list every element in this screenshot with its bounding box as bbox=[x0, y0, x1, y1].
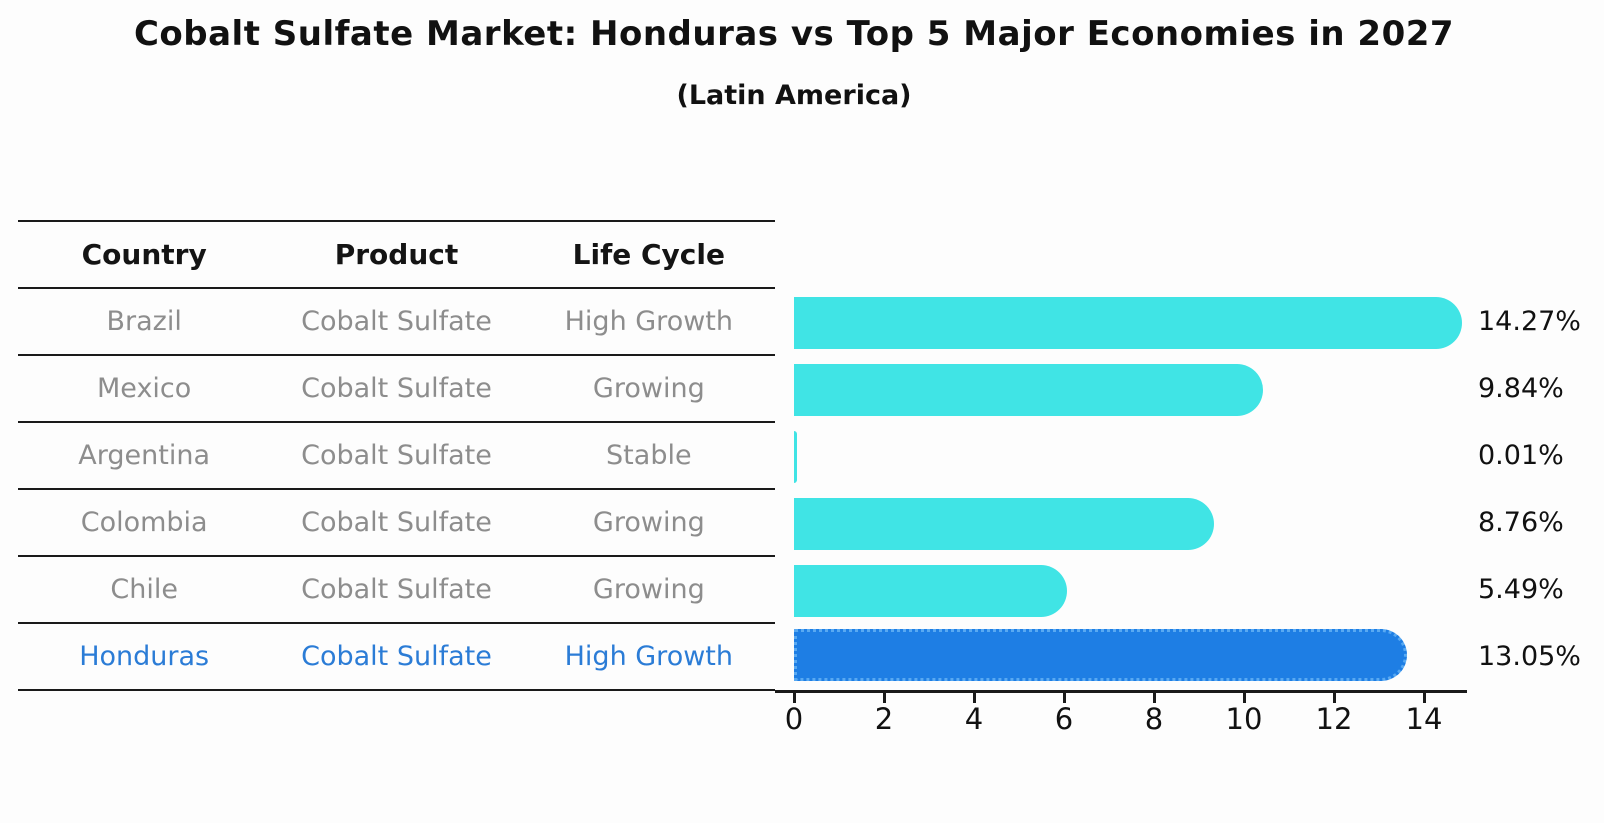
x-tick-mark-6 bbox=[1063, 693, 1066, 703]
cell-country: Brazil bbox=[106, 306, 182, 337]
x-tick-mark-4 bbox=[973, 693, 976, 703]
cell-product: Cobalt Sulfate bbox=[301, 507, 492, 538]
value-label-honduras: 13.05% bbox=[1478, 640, 1581, 672]
cell-product: Cobalt Sulfate bbox=[301, 574, 492, 605]
column-header-country: Country bbox=[81, 238, 207, 271]
cell-life-cycle: High Growth bbox=[564, 306, 733, 337]
column-header-product: Product bbox=[334, 238, 459, 271]
x-tick-label-10: 10 bbox=[1225, 702, 1263, 736]
cell-life-cycle: Growing bbox=[592, 373, 705, 404]
cell-life-cycle: Growing bbox=[592, 574, 705, 605]
cell-life-cycle: Stable bbox=[606, 440, 692, 471]
x-tick-label-6: 6 bbox=[1054, 702, 1074, 736]
x-tick-label-2: 2 bbox=[874, 702, 894, 736]
value-label-brazil: 14.27% bbox=[1478, 305, 1581, 337]
x-tick-mark-2 bbox=[883, 693, 886, 703]
x-tick-mark-14 bbox=[1423, 693, 1426, 703]
cell-country: Argentina bbox=[78, 440, 211, 471]
cell-product: Cobalt Sulfate bbox=[301, 373, 492, 404]
value-label-mexico: 9.84% bbox=[1478, 372, 1564, 404]
cell-product: Cobalt Sulfate bbox=[301, 440, 492, 471]
cell-country: Colombia bbox=[80, 507, 208, 538]
chart-subtitle: (Latin America) bbox=[676, 80, 912, 111]
column-header-life-cycle: Life Cycle bbox=[572, 238, 725, 271]
bar-chile bbox=[794, 564, 1068, 617]
cell-product: Cobalt Sulfate bbox=[301, 641, 492, 672]
chart-title: Cobalt Sulfate Market: Honduras vs Top 5… bbox=[133, 14, 1455, 54]
value-label-chile: 5.49% bbox=[1478, 573, 1564, 605]
table-row-mexico: Mexico Cobalt Sulfate Growing bbox=[18, 356, 775, 423]
x-axis-line bbox=[775, 690, 1467, 693]
bar-brazil bbox=[794, 296, 1463, 349]
bar-honduras bbox=[794, 628, 1408, 681]
table-row-colombia: Colombia Cobalt Sulfate Growing bbox=[18, 490, 775, 557]
cell-product: Cobalt Sulfate bbox=[301, 306, 492, 337]
table-row-brazil: Brazil Cobalt Sulfate High Growth bbox=[18, 289, 775, 356]
cell-life-cycle: High Growth bbox=[564, 641, 733, 672]
cell-country: Honduras bbox=[79, 641, 210, 672]
table-row-honduras: Honduras Cobalt Sulfate High Growth bbox=[18, 624, 775, 691]
x-tick-label-0: 0 bbox=[784, 702, 804, 736]
x-tick-mark-10 bbox=[1243, 693, 1246, 703]
cell-life-cycle: Growing bbox=[592, 507, 705, 538]
country-table: Country Product Life Cycle Brazil Cobalt Su… bbox=[18, 220, 775, 691]
table-row-argentina: Argentina Cobalt Sulfate Stable bbox=[18, 423, 775, 490]
x-tick-mark-12 bbox=[1333, 693, 1336, 703]
x-tick-label-8: 8 bbox=[1144, 702, 1164, 736]
x-tick-mark-8 bbox=[1153, 693, 1156, 703]
cell-country: Chile bbox=[110, 574, 178, 605]
bar-colombia bbox=[794, 497, 1215, 550]
table-header-row: Country Product Life Cycle bbox=[18, 222, 775, 289]
cell-country: Mexico bbox=[97, 373, 192, 404]
table-body: Brazil Cobalt Sulfate High Growth Mexico Cob… bbox=[18, 289, 775, 691]
value-label-argentina: 0.01% bbox=[1478, 439, 1564, 471]
value-label-colombia: 8.76% bbox=[1478, 506, 1564, 538]
x-tick-label-4: 4 bbox=[964, 702, 984, 736]
bar-mexico bbox=[794, 363, 1263, 416]
x-tick-mark-0 bbox=[793, 693, 796, 703]
x-tick-label-12: 12 bbox=[1315, 702, 1353, 736]
x-tick-label-14: 14 bbox=[1405, 702, 1443, 736]
table-row-chile: Chile Cobalt Sulfate Growing bbox=[18, 557, 775, 624]
bar-argentina bbox=[794, 430, 797, 483]
